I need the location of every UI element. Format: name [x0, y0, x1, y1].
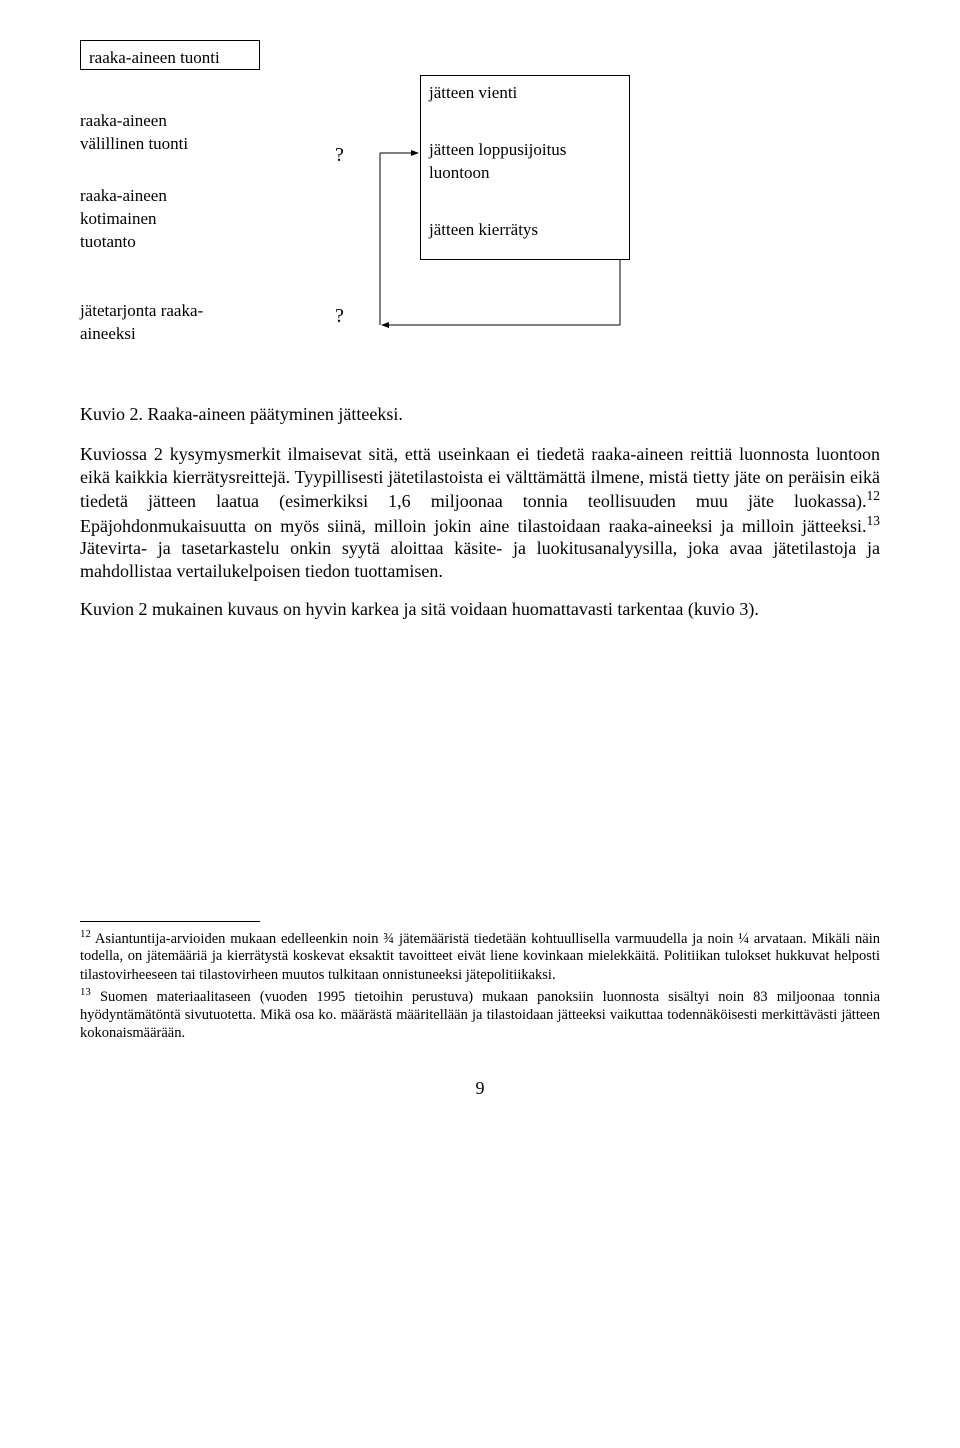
label-valillinen-tuonti: raaka-aineen välillinen tuonti — [80, 110, 188, 156]
box-line: luontoon — [429, 162, 621, 185]
page-number: 9 — [80, 1078, 880, 1099]
question-mark-bottom: ? — [335, 305, 344, 328]
footnote-12: 12 Asiantuntija-arvioiden mukaan edellee… — [80, 928, 880, 984]
label-jatetarjonta: jätetarjonta raaka- aineeksi — [80, 300, 203, 346]
flow-diagram: raaka-aineen tuonti raaka-aineen välilli… — [80, 40, 680, 380]
box-line: jätteen kierrätys — [429, 219, 621, 242]
footnote-num: 12 — [80, 928, 91, 940]
label-line: raaka-aineen — [80, 186, 167, 205]
label-kotimainen-tuotanto: raaka-aineen kotimainen tuotanto — [80, 185, 167, 254]
footnote-num: 13 — [80, 986, 91, 998]
figure-caption: Kuvio 2. Raaka-aineen päätyminen jätteek… — [80, 404, 880, 425]
footnote-ref-12: 12 — [867, 488, 881, 503]
label-line: välillinen tuonti — [80, 134, 188, 153]
label-line: jätetarjonta raaka- — [80, 301, 203, 320]
box-right-main: jätteen vienti jätteen loppusijoitus luo… — [420, 75, 630, 260]
label-line: aineeksi — [80, 324, 136, 343]
paragraph-1: Kuviossa 2 kysymysmerkit ilmaisevat sitä… — [80, 443, 880, 582]
footnote-text: Suomen materiaalitaseen (vuoden 1995 tie… — [80, 989, 880, 1041]
box-line: jätteen loppusijoitus — [429, 139, 621, 162]
text: Epäjohdonmukaisuutta on myös siinä, mill… — [80, 516, 867, 536]
box-line: jätteen vienti — [429, 82, 621, 105]
footnote-separator — [80, 921, 260, 922]
text: Jätevirta- ja tasetarkastelu onkin syytä… — [80, 538, 880, 581]
paragraph-2: Kuvion 2 mukainen kuvaus on hyvin karkea… — [80, 598, 880, 621]
box-raaka-tuonti: raaka-aineen tuonti — [80, 40, 260, 70]
footnote-13: 13 Suomen materiaalitaseen (vuoden 1995 … — [80, 986, 880, 1042]
page: raaka-aineen tuonti raaka-aineen välilli… — [0, 0, 960, 1139]
footnote-ref-13: 13 — [867, 513, 881, 528]
label-line: kotimainen — [80, 209, 156, 228]
label-line: tuotanto — [80, 232, 136, 251]
label-line: raaka-aineen — [80, 111, 167, 130]
footnote-text: Asiantuntija-arvioiden mukaan edelleenki… — [80, 930, 880, 982]
question-mark-top: ? — [335, 144, 344, 167]
text: Kuviossa 2 kysymysmerkit ilmaisevat sitä… — [80, 444, 880, 511]
